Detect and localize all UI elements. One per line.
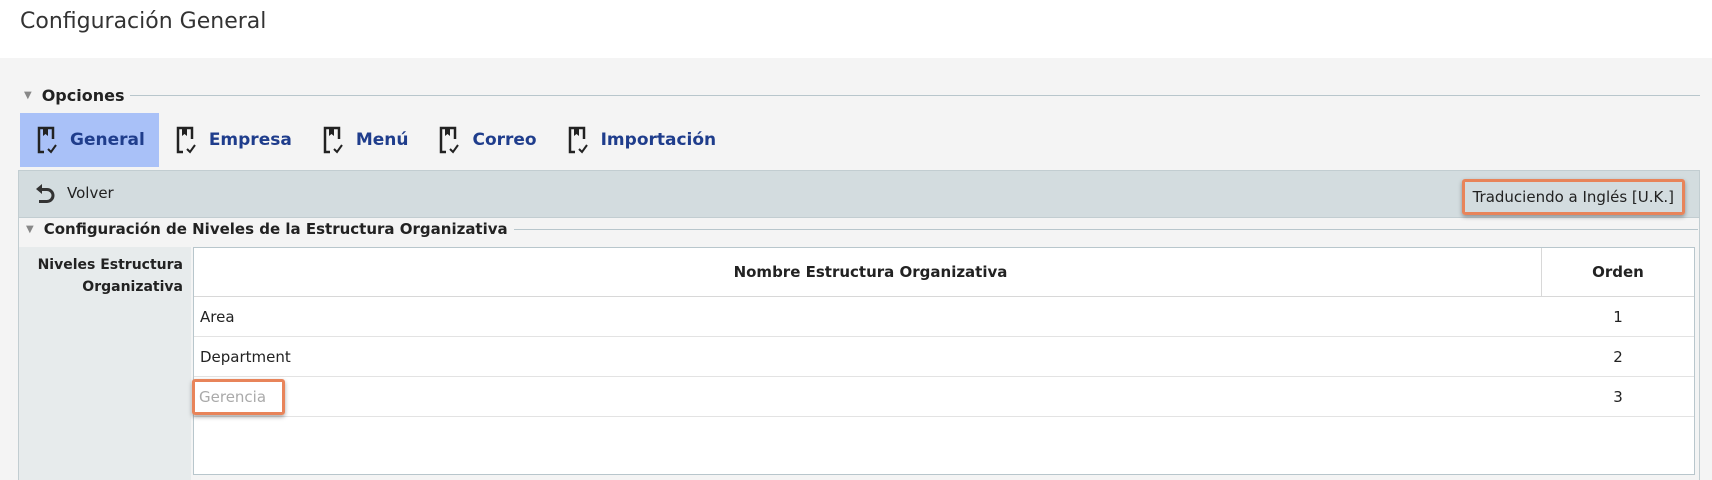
section-panel [18, 218, 1700, 480]
page-title: Configuración General [20, 9, 267, 34]
name-cell[interactable]: Area [200, 307, 235, 326]
name-cell[interactable]: Department [200, 347, 291, 366]
name-input-placeholder[interactable]: Gerencia [192, 378, 286, 415]
collapse-triangle-icon[interactable]: ▼ [24, 90, 32, 101]
back-button[interactable]: Volver [33, 181, 114, 205]
tab-general[interactable]: General [20, 113, 159, 167]
bookmark-check-icon [323, 126, 343, 154]
order-cell: 2 [1613, 347, 1623, 366]
section-legend[interactable]: ▼ Configuración de Niveles de la Estruct… [26, 220, 1698, 238]
name-cell[interactable]: Gerencia [192, 377, 1542, 416]
options-legend[interactable]: ▼ Opciones [24, 86, 1700, 105]
table-header: Nombre Estructura Organizativa Orden [194, 248, 1694, 297]
order-cell: 1 [1613, 307, 1623, 326]
header-name[interactable]: Nombre Estructura Organizativa [194, 248, 1542, 296]
bookmark-check-icon [568, 126, 588, 154]
tab-label: Importación [600, 130, 717, 150]
table-row[interactable]: Area 1 [194, 297, 1694, 337]
field-label: Niveles Estructura Organizativa [37, 257, 183, 295]
translation-status: Traduciendo a Inglés [U.K.] [1461, 179, 1685, 215]
tab-menú[interactable]: Menú [306, 113, 423, 167]
table-row[interactable]: Department 2 [194, 337, 1694, 377]
table-row[interactable]: Gerencia 3 [192, 377, 1694, 417]
tab-label: General [70, 130, 145, 150]
levels-table: Nombre Estructura Organizativa Orden Are… [192, 247, 1695, 475]
header-order[interactable]: Orden [1592, 263, 1644, 281]
bookmark-check-icon [440, 126, 460, 154]
divider [513, 228, 1698, 230]
title-bar: Configuración General [0, 0, 1712, 58]
tab-importación[interactable]: Importación [551, 113, 731, 167]
tab-empresa[interactable]: Empresa [159, 113, 306, 167]
toolbar: Volver Traduciendo a Inglés [U.K.] [18, 170, 1700, 218]
divider [130, 95, 1700, 96]
tab-label: Empresa [208, 130, 292, 150]
section-legend-label: Configuración de Niveles de la Estructur… [43, 220, 508, 238]
bookmark-check-icon [37, 126, 57, 154]
bookmark-check-icon [176, 126, 196, 154]
order-cell: 3 [1613, 387, 1623, 406]
options-legend-label: Opciones [41, 86, 125, 105]
tab-correo[interactable]: Correo [422, 113, 550, 167]
field-label-column [19, 247, 191, 480]
collapse-triangle-icon[interactable]: ▼ [26, 223, 34, 235]
options-tabs: General Empresa Menú Correo Importación [20, 113, 730, 167]
back-label: Volver [67, 184, 114, 202]
undo-arrow-icon [36, 184, 55, 203]
tab-label: Menú [355, 130, 409, 150]
tab-label: Correo [472, 130, 537, 150]
